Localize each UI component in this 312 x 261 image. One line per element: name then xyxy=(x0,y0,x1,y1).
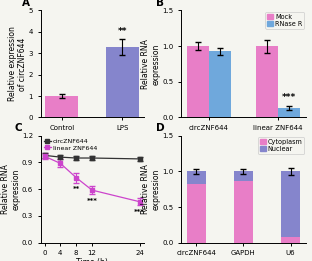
Text: C: C xyxy=(15,123,22,133)
Text: **: ** xyxy=(118,27,127,36)
Legend: Mock, RNase R: Mock, RNase R xyxy=(265,12,305,29)
Y-axis label: Relative RNA
expression: Relative RNA expression xyxy=(141,39,161,89)
Bar xyxy=(281,171,300,237)
Bar xyxy=(45,96,78,117)
Text: B: B xyxy=(156,0,164,8)
Bar xyxy=(106,47,139,117)
Text: **: ** xyxy=(73,186,80,192)
Text: ***: *** xyxy=(282,93,296,103)
Bar xyxy=(187,46,209,117)
Y-axis label: Relative RNA
expression: Relative RNA expression xyxy=(141,164,161,214)
Text: ***: *** xyxy=(87,198,97,204)
Bar xyxy=(187,184,206,243)
Text: A: A xyxy=(22,0,30,8)
Y-axis label: Relative RNA
expression: Relative RNA expression xyxy=(1,164,20,214)
Bar xyxy=(278,108,300,117)
Text: D: D xyxy=(156,123,165,133)
Bar xyxy=(256,46,278,117)
X-axis label: Time (h): Time (h) xyxy=(76,258,108,261)
Bar xyxy=(281,237,300,243)
Legend: Cytoplasm, Nuclear: Cytoplasm, Nuclear xyxy=(258,137,305,154)
Y-axis label: Relative expression
of circZNF644: Relative expression of circZNF644 xyxy=(7,27,27,101)
Text: ***: *** xyxy=(134,209,145,215)
Legend: circZNF644, linear ZNF644: circZNF644, linear ZNF644 xyxy=(41,136,100,153)
Bar xyxy=(187,171,206,184)
Bar xyxy=(234,171,253,181)
Bar xyxy=(209,51,231,117)
Bar xyxy=(234,181,253,243)
